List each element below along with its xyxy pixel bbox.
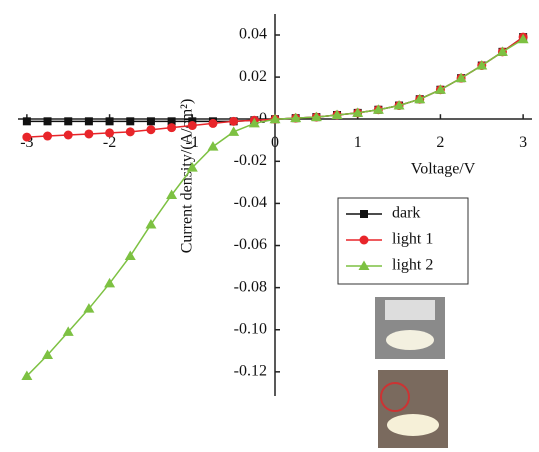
data-point — [105, 117, 114, 126]
data-point — [331, 109, 343, 119]
data-point — [145, 218, 157, 229]
y-tick-label: -0.12 — [234, 363, 267, 380]
data-point — [22, 132, 32, 142]
y-axis-label: Current density/(A/cm²) — [179, 99, 196, 254]
data-point — [496, 46, 508, 56]
data-point — [43, 131, 53, 141]
y-tick-label: -0.02 — [234, 152, 267, 169]
data-point — [105, 128, 115, 138]
x-axis-label: Voltage/V — [411, 161, 476, 178]
legend-marker — [360, 210, 368, 218]
photo — [375, 297, 448, 448]
data-point — [146, 117, 155, 126]
y-tick-label: -0.06 — [234, 236, 267, 253]
data-point — [42, 349, 54, 359]
data-point — [84, 117, 93, 126]
data-point — [290, 112, 302, 123]
data-point — [208, 118, 218, 128]
data-point — [248, 117, 260, 128]
legend-label: light 2 — [392, 257, 433, 274]
data-point — [269, 113, 281, 124]
data-point — [146, 125, 156, 135]
x-tick-label: 2 — [436, 134, 444, 151]
data-point — [83, 303, 95, 313]
data-point — [62, 326, 74, 336]
y-tick-label: 0.02 — [239, 68, 267, 85]
data-point — [124, 250, 136, 261]
y-tick-label: -0.10 — [234, 320, 267, 337]
legend-marker — [358, 260, 370, 270]
legend-marker — [359, 235, 369, 245]
x-tick-label: -1 — [186, 134, 199, 151]
data-point — [84, 129, 94, 139]
data-point — [393, 100, 405, 110]
data-point — [352, 107, 364, 117]
x-tick-label: 3 — [519, 134, 527, 151]
y-tick-label: 0 — [259, 110, 267, 127]
data-point — [64, 117, 73, 126]
data-point — [228, 126, 240, 136]
data-point — [434, 84, 446, 94]
y-tick-label: 0.04 — [239, 26, 267, 43]
data-point — [126, 117, 135, 126]
data-point — [63, 130, 73, 140]
data-point — [166, 189, 178, 199]
data-point — [229, 116, 239, 126]
data-point — [186, 162, 198, 172]
data-point — [207, 141, 219, 151]
y-tick-label: -0.08 — [234, 278, 267, 295]
data-point — [414, 93, 426, 104]
x-tick-label: 1 — [354, 134, 362, 151]
y-tick-label: -0.04 — [234, 194, 267, 211]
legend-label: light 1 — [392, 231, 433, 248]
data-point — [310, 111, 322, 122]
data-point — [455, 72, 467, 83]
data-point — [372, 104, 384, 114]
legend-label: dark — [392, 205, 420, 222]
data-point — [43, 117, 52, 126]
data-point — [167, 123, 177, 133]
data-point — [104, 277, 116, 288]
data-point — [125, 127, 135, 137]
data-point — [187, 121, 197, 131]
data-point — [517, 33, 529, 44]
data-point — [21, 370, 33, 381]
data-point — [476, 60, 488, 70]
x-tick-label: 0 — [271, 134, 279, 151]
data-point — [167, 117, 176, 126]
x-tick-label: -2 — [103, 134, 116, 151]
data-point — [22, 117, 31, 126]
